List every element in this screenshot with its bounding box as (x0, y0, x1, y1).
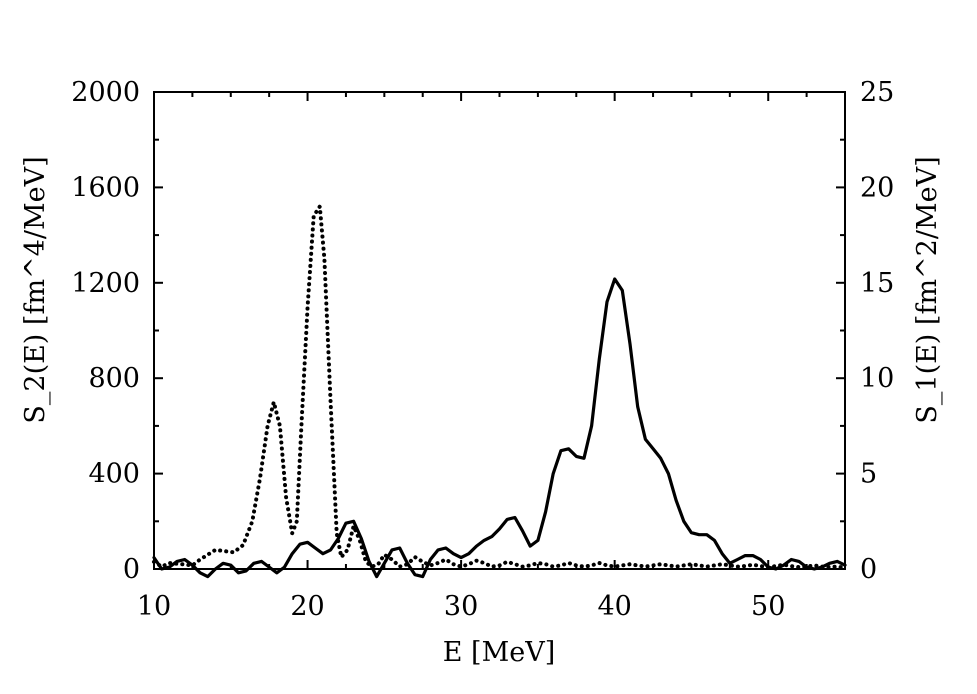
x-axis-title: E [MeV] (443, 637, 555, 668)
y-right-tick-label: 15 (860, 268, 894, 299)
x-tick-label: 20 (290, 591, 324, 622)
y-left-tick-label: 400 (88, 459, 140, 490)
y-left-tick-label: 800 (88, 363, 140, 394)
y-right-tick-label: 0 (860, 554, 877, 585)
series-s1-solid-line (152, 277, 847, 579)
y-axis-right-title: S_1(E) [fm^2/MeV] (912, 156, 943, 423)
y-left-tick-label: 1200 (71, 268, 140, 299)
x-tick-label: 30 (444, 591, 478, 622)
series-layer (152, 204, 847, 579)
x-tick-label: 50 (751, 591, 785, 622)
ticks-layer (153, 91, 846, 570)
plot-frame (153, 91, 846, 570)
y-left-tick-label: 2000 (71, 77, 140, 108)
y-right-tick-label: 5 (860, 459, 877, 490)
series-s2-dotted-line (152, 204, 847, 570)
y-right-tick-label: 20 (860, 172, 894, 203)
x-tick-label: 10 (137, 591, 171, 622)
y-left-tick-label: 1600 (71, 172, 140, 203)
y-left-tick-label: 0 (123, 554, 140, 585)
x-tick-label: 40 (597, 591, 631, 622)
y-right-tick-label: 25 (860, 77, 894, 108)
y-right-tick-label: 10 (860, 363, 894, 394)
y-axis-left-title: S_2(E) [fm^4/MeV] (20, 156, 51, 423)
labels-layer: 10 20 30 40 50 0 400 800 1200 1600 2000 0 5 10 15 20 25 (71, 77, 894, 622)
